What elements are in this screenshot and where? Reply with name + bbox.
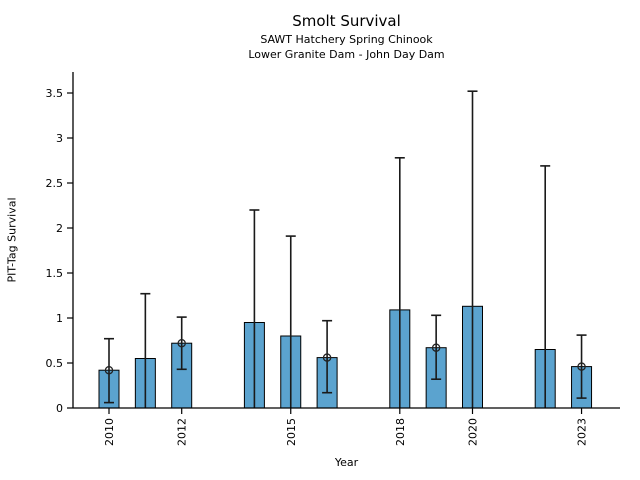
x-tick-label: 2010	[103, 418, 116, 446]
x-tick-label: 2020	[467, 418, 480, 446]
point-marker-2023	[577, 362, 586, 371]
y-tick-label: 1	[56, 312, 63, 325]
y-tick-label: 3.5	[46, 87, 64, 100]
x-tick-label: 2023	[576, 418, 589, 446]
x-axis-label: Year	[334, 456, 359, 469]
chart-subtitle-line2: Lower Granite Dam - John Day Dam	[248, 48, 445, 61]
point-marker-2016	[322, 353, 332, 362]
x-tick-label: 2018	[394, 418, 407, 446]
chart-title: Smolt Survival	[292, 12, 401, 30]
y-tick-label: 0.5	[46, 357, 64, 370]
y-tick-label: 2.5	[46, 177, 64, 190]
y-axis-label: PIT-Tag Survival	[5, 197, 19, 283]
x-tick-label: 2015	[285, 418, 298, 446]
chart-subtitle-line1: SAWT Hatchery Spring Chinook	[260, 33, 433, 46]
x-tick-label: 2012	[176, 418, 189, 446]
point-marker-2019	[431, 343, 441, 352]
y-tick-label: 3	[56, 132, 63, 145]
y-tick-label: 0	[56, 402, 63, 415]
point-marker-2012	[177, 338, 186, 348]
point-marker-2010	[104, 365, 114, 375]
y-tick-label: 1.5	[46, 267, 64, 280]
y-tick-label: 2	[56, 222, 63, 235]
